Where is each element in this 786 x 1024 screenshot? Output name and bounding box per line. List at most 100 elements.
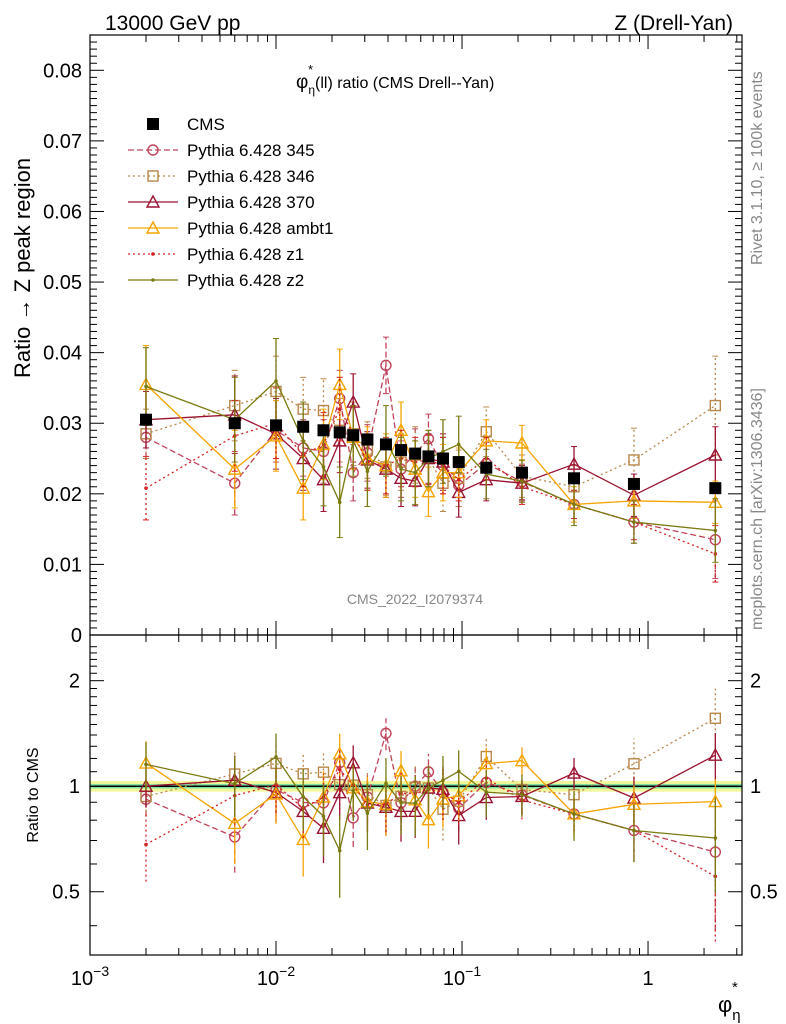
x-axis-label: φη bbox=[718, 992, 741, 1024]
ratio-series-6 bbox=[144, 733, 718, 898]
ratio-y-tick-label-right: 2 bbox=[750, 671, 761, 693]
cms-point bbox=[333, 426, 346, 439]
data-point bbox=[144, 486, 148, 490]
y-tick-label: 0.02 bbox=[43, 484, 82, 506]
title-star: * bbox=[308, 62, 313, 77]
series-6 bbox=[142, 338, 719, 563]
cms-point bbox=[568, 472, 581, 485]
ratio-point bbox=[566, 765, 582, 779]
bottom-ylabel: Ratio to CMS bbox=[25, 747, 42, 842]
ratio-y-tick-label-left: 0.5 bbox=[52, 882, 80, 904]
x-tick-exponent: −2 bbox=[279, 963, 295, 979]
cms-point bbox=[709, 482, 722, 495]
ratio-point bbox=[351, 788, 356, 793]
data-point bbox=[421, 484, 436, 498]
legend-label: Pythia 6.428 370 bbox=[187, 193, 315, 212]
title-rest: (ll) ratio (CMS Drell--Yan) bbox=[315, 75, 494, 92]
ratio-point bbox=[144, 762, 148, 767]
bottom-frame bbox=[89, 634, 743, 956]
legend-marker bbox=[145, 194, 161, 208]
legend-label: Pythia 6.428 z1 bbox=[187, 245, 304, 264]
ratio-panel: 10−3 10−2 10−1 10.5 0.51 12 2 bbox=[52, 634, 778, 990]
x-tick-label: 10−1 bbox=[443, 963, 481, 990]
top-ylabel: Ratio → Z peak region bbox=[10, 158, 35, 378]
ratio-point bbox=[337, 767, 342, 772]
data-point bbox=[572, 502, 576, 507]
header-right: Z (Drell-Yan) bbox=[614, 12, 733, 35]
data-point bbox=[268, 428, 284, 442]
data-point bbox=[413, 470, 417, 475]
data-point bbox=[479, 433, 494, 447]
ratio-y-tick-label-left: 1 bbox=[69, 776, 80, 798]
ratio-point bbox=[227, 815, 242, 830]
y-tick-label: 0.05 bbox=[43, 272, 82, 294]
data-point bbox=[520, 479, 524, 483]
rivet-label: Rivet 3.1.10, ≥ 100k events bbox=[749, 71, 766, 265]
ratio-point bbox=[393, 763, 409, 777]
ratio-y-tick-label-right: 1 bbox=[750, 776, 761, 798]
top-panel: 0 0.01 0.02 0.03 0.04 0.05 0.06 0.07 0.08 bbox=[43, 34, 743, 955]
cms-point bbox=[139, 413, 152, 426]
data-point bbox=[321, 465, 326, 469]
ratio-point bbox=[413, 801, 417, 805]
ratio-point bbox=[421, 812, 436, 826]
y-tick-label: 0.08 bbox=[43, 60, 82, 82]
ratio-point bbox=[441, 778, 445, 783]
cms-point bbox=[452, 456, 465, 469]
legend-entry: Pythia 6.428 ambt1 bbox=[128, 219, 333, 238]
cms-point bbox=[409, 447, 422, 460]
x-tick-label: 1 bbox=[642, 968, 653, 990]
legend: CMS Pythia 6.428 345 Pythia 6.428 346 Pythi… bbox=[128, 115, 333, 290]
title-sub: η bbox=[308, 83, 315, 97]
data-point bbox=[337, 500, 342, 505]
mcplots-label: mcplots.cern.ch [arXiv:1306.3436] bbox=[749, 388, 766, 630]
x-tick-base: 10 bbox=[443, 968, 465, 990]
ratio-point bbox=[296, 831, 311, 846]
legend-marker bbox=[147, 118, 159, 130]
legend-label: Pythia 6.428 345 bbox=[187, 141, 315, 160]
ratio-point bbox=[332, 785, 347, 799]
ratio-series-line bbox=[145, 756, 716, 853]
cms-point bbox=[361, 433, 374, 446]
data-point bbox=[296, 480, 311, 494]
data-point bbox=[708, 447, 723, 461]
legend-label: Pythia 6.428 346 bbox=[187, 167, 315, 186]
legend-label: Pythia 6.428 z2 bbox=[187, 271, 304, 290]
ratio-point bbox=[399, 800, 403, 805]
xlabel-star: * bbox=[732, 979, 738, 996]
series-line bbox=[145, 390, 716, 488]
ratio-series-line bbox=[145, 717, 716, 811]
data-point bbox=[566, 456, 582, 470]
legend-entry: CMS bbox=[147, 115, 225, 134]
ratio-y-tick-label-right: 0.5 bbox=[750, 882, 778, 904]
y-tick-label: 0.06 bbox=[43, 201, 82, 223]
xlabel-sub: η bbox=[732, 1007, 740, 1024]
watermark: CMS_2022_I2079374 bbox=[347, 591, 483, 607]
legend-marker bbox=[151, 278, 155, 282]
y-tick-label: 0.01 bbox=[43, 554, 82, 576]
x-tick-base: 10 bbox=[71, 968, 93, 990]
x-tick-label: 10−2 bbox=[257, 963, 295, 990]
x-tick-label: 10−3 bbox=[71, 963, 109, 990]
x-tick-base: 1 bbox=[642, 968, 653, 990]
ratio-point bbox=[456, 800, 461, 805]
legend-marker bbox=[145, 220, 161, 234]
cms-point bbox=[228, 417, 241, 430]
y-tick-label: 0 bbox=[71, 625, 82, 647]
y-tick-label: 0.04 bbox=[43, 343, 82, 365]
data-point bbox=[456, 477, 461, 482]
ratio-point bbox=[268, 786, 284, 800]
ratio-point bbox=[456, 769, 461, 774]
plot-title: φη(ll) ratio (CMS Drell--Yan) bbox=[296, 72, 494, 97]
x-tick-exponent: −1 bbox=[465, 963, 481, 979]
cms-point bbox=[436, 452, 449, 465]
legend-label: CMS bbox=[187, 115, 225, 134]
cms-point bbox=[480, 461, 493, 474]
ratio-y-tick-label-left: 2 bbox=[69, 671, 80, 693]
data-point bbox=[451, 465, 466, 479]
data-point bbox=[332, 433, 347, 447]
data-point bbox=[274, 379, 278, 383]
ratio-point bbox=[144, 842, 148, 847]
y-tick-label: 0.07 bbox=[43, 131, 82, 153]
